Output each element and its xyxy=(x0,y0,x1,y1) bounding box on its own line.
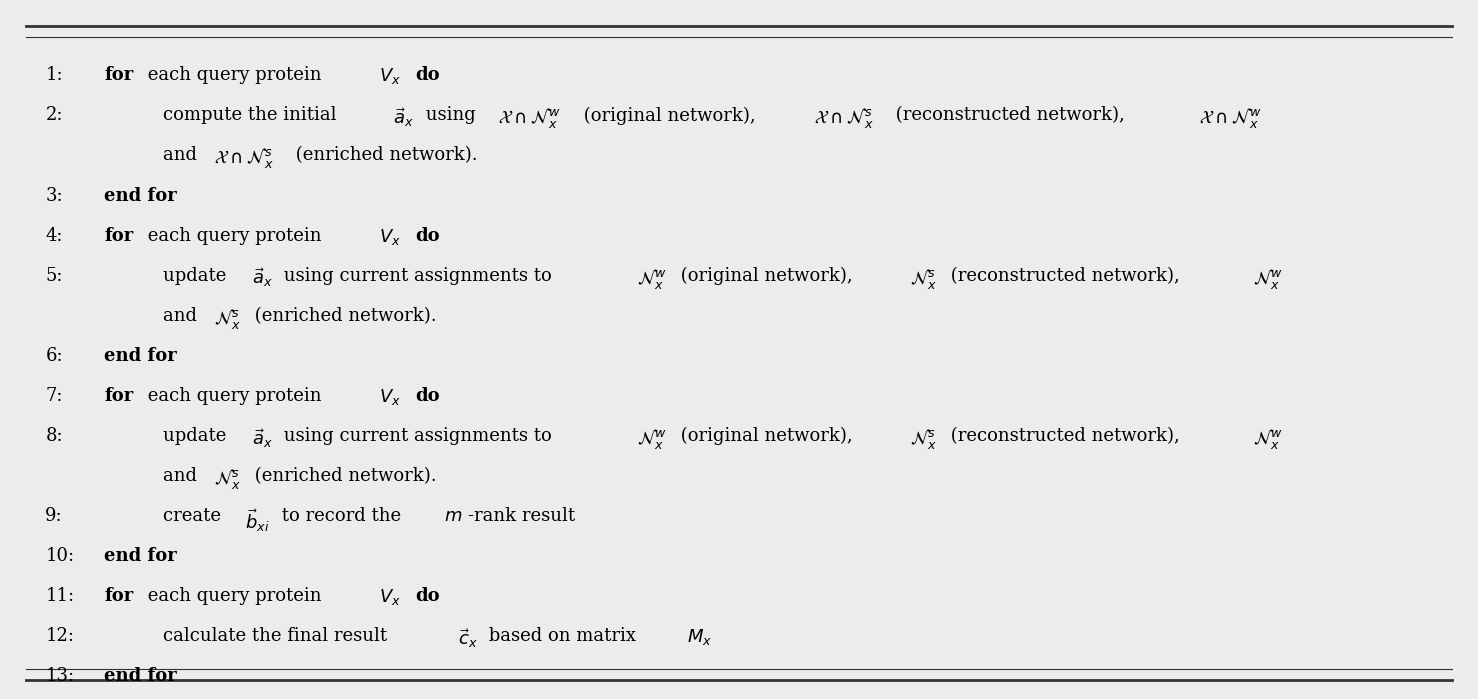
Text: 12:: 12: xyxy=(46,627,74,645)
Text: $\mathcal{N}_x^w$: $\mathcal{N}_x^w$ xyxy=(637,266,667,291)
Text: each query protein: each query protein xyxy=(142,587,327,605)
Text: 13:: 13: xyxy=(46,668,74,685)
Text: $V_x$: $V_x$ xyxy=(380,587,401,607)
Text: $M_x$: $M_x$ xyxy=(687,627,712,647)
Text: 4:: 4: xyxy=(46,226,64,245)
Text: $\vec{c}_x$: $\vec{c}_x$ xyxy=(458,627,477,650)
Text: 10:: 10: xyxy=(46,547,74,565)
Text: (reconstructed network),: (reconstructed network), xyxy=(944,266,1185,284)
Text: 6:: 6: xyxy=(46,347,64,365)
Text: $V_x$: $V_x$ xyxy=(380,226,401,247)
Text: 3:: 3: xyxy=(46,187,64,205)
Text: using current assignments to: using current assignments to xyxy=(278,427,557,445)
Text: 7:: 7: xyxy=(46,387,64,405)
Text: end for: end for xyxy=(103,668,177,685)
Text: each query protein: each query protein xyxy=(142,387,327,405)
Text: end for: end for xyxy=(103,347,177,365)
Text: $\mathcal{X} \cap \mathcal{N}_x^w$: $\mathcal{X} \cap \mathcal{N}_x^w$ xyxy=(498,106,560,131)
Text: $\mathcal{N}_x^s$: $\mathcal{N}_x^s$ xyxy=(910,266,937,291)
Text: (original network),: (original network), xyxy=(675,266,859,285)
Text: $\mathcal{N}_x^s$: $\mathcal{N}_x^s$ xyxy=(214,467,241,491)
Text: using: using xyxy=(420,106,480,124)
Text: -rank result: -rank result xyxy=(467,507,575,525)
Text: do: do xyxy=(415,387,439,405)
Text: (enriched network).: (enriched network). xyxy=(248,467,436,485)
Text: 9:: 9: xyxy=(46,507,64,525)
Text: (original network),: (original network), xyxy=(578,106,761,124)
Text: $\mathcal{N}_x^s$: $\mathcal{N}_x^s$ xyxy=(910,427,937,451)
Text: do: do xyxy=(415,587,439,605)
Text: for: for xyxy=(103,387,133,405)
Text: $\mathcal{N}_x^w$: $\mathcal{N}_x^w$ xyxy=(637,427,667,451)
Text: and: and xyxy=(163,307,202,324)
Text: create: create xyxy=(163,507,226,525)
Text: $\vec{a}_x$: $\vec{a}_x$ xyxy=(251,427,272,449)
Text: each query protein: each query protein xyxy=(142,226,327,245)
Text: 11:: 11: xyxy=(46,587,74,605)
Text: (enriched network).: (enriched network). xyxy=(248,307,436,324)
Text: (enriched network).: (enriched network). xyxy=(290,147,477,164)
Text: 1:: 1: xyxy=(46,66,64,85)
Text: $\mathcal{X} \cap \mathcal{N}_x^s$: $\mathcal{X} \cap \mathcal{N}_x^s$ xyxy=(214,147,273,171)
Text: compute the initial: compute the initial xyxy=(163,106,341,124)
Text: end for: end for xyxy=(103,187,177,205)
Text: $m$: $m$ xyxy=(443,507,463,525)
Text: (reconstructed network),: (reconstructed network), xyxy=(890,106,1131,124)
Text: $V_x$: $V_x$ xyxy=(380,387,401,407)
Text: 2:: 2: xyxy=(46,106,64,124)
Text: $\mathcal{N}_x^w$: $\mathcal{N}_x^w$ xyxy=(1253,266,1283,291)
Text: and: and xyxy=(163,467,202,485)
Text: $V_x$: $V_x$ xyxy=(380,66,401,87)
Text: for: for xyxy=(103,226,133,245)
Text: $\mathcal{X} \cap \mathcal{N}_x^w$: $\mathcal{X} \cap \mathcal{N}_x^w$ xyxy=(1199,106,1261,131)
Text: 5:: 5: xyxy=(46,266,64,284)
Text: based on matrix: based on matrix xyxy=(483,627,641,645)
Text: each query protein: each query protein xyxy=(142,66,327,85)
Text: and: and xyxy=(163,147,202,164)
Text: do: do xyxy=(415,226,439,245)
Text: for: for xyxy=(103,587,133,605)
Text: (reconstructed network),: (reconstructed network), xyxy=(944,427,1185,445)
Text: $\vec{b}_{xi}$: $\vec{b}_{xi}$ xyxy=(245,507,269,534)
Text: do: do xyxy=(415,66,439,85)
Text: update: update xyxy=(163,266,232,284)
Text: $\mathcal{X} \cap \mathcal{N}_x^s$: $\mathcal{X} \cap \mathcal{N}_x^s$ xyxy=(814,106,873,131)
Text: end for: end for xyxy=(103,547,177,565)
Text: $\vec{a}_x$: $\vec{a}_x$ xyxy=(251,266,272,289)
Text: $\vec{a}_x$: $\vec{a}_x$ xyxy=(393,106,414,129)
Text: using current assignments to: using current assignments to xyxy=(278,266,557,284)
Text: update: update xyxy=(163,427,232,445)
Text: $\mathcal{N}_x^s$: $\mathcal{N}_x^s$ xyxy=(214,307,241,331)
Text: (original network),: (original network), xyxy=(675,427,859,445)
Text: 8:: 8: xyxy=(46,427,64,445)
Text: calculate the final result: calculate the final result xyxy=(163,627,393,645)
Text: for: for xyxy=(103,66,133,85)
Text: $\mathcal{N}_x^w$: $\mathcal{N}_x^w$ xyxy=(1253,427,1283,451)
Text: to record the: to record the xyxy=(276,507,406,525)
